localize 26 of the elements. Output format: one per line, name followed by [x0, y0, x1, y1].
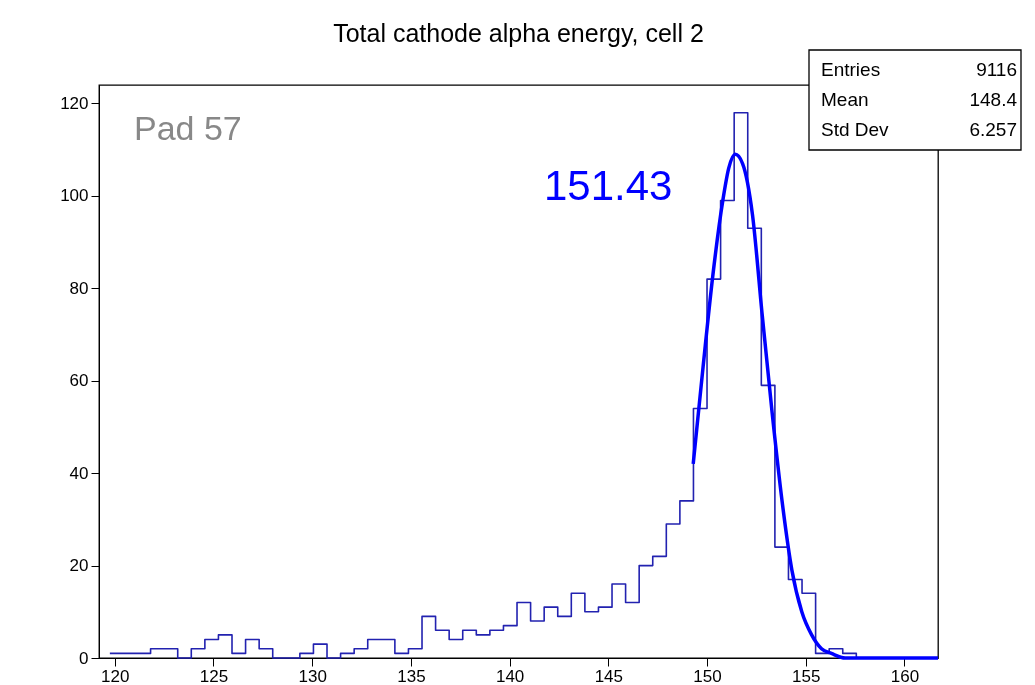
y-tick-label: 20	[69, 556, 89, 576]
annotation: 151.43	[544, 162, 673, 209]
x-tick-label: 125	[199, 666, 229, 685]
y-tick-label: 40	[69, 463, 89, 483]
x-tick-label: 160	[890, 666, 920, 685]
chart-title: Total cathode alpha energy, cell 2	[333, 19, 704, 48]
annotation: Pad 57	[134, 109, 242, 147]
y-tick-label: 80	[69, 278, 89, 298]
line-series	[691, 152, 940, 660]
x-tick-label: 150	[693, 666, 722, 685]
text: Entries	[821, 59, 881, 80]
x-tick-label: 145	[594, 666, 624, 685]
y-tick-label: 0	[79, 648, 89, 668]
text: 148.4	[969, 89, 1018, 110]
x-tick-label: 155	[792, 666, 821, 685]
y-tick-label: 120	[60, 93, 89, 113]
y-tick-label: 60	[69, 371, 89, 391]
x-tick-label: 135	[397, 666, 426, 685]
text: 9116	[976, 59, 1017, 80]
x-tick-label: 140	[495, 666, 525, 685]
annotation: Std Dev	[821, 119, 890, 140]
x-tick-label: 120	[101, 666, 130, 685]
text: 6.257	[969, 119, 1017, 140]
y-tick-label: 100	[60, 186, 89, 206]
x-tick-label: 130	[298, 666, 327, 685]
annotation: Mean	[821, 89, 869, 110]
